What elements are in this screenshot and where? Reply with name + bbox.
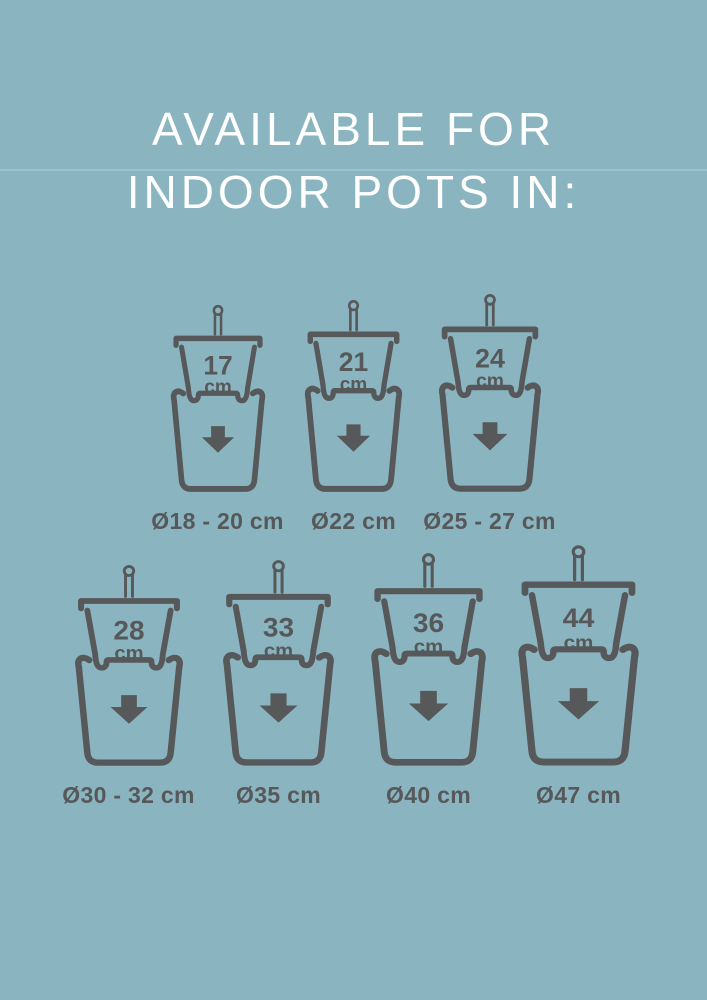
inner-pot-size-unit: cm [414, 637, 443, 659]
inner-pot-size-value: 28 [113, 615, 144, 645]
inner-pot-size-unit: cm [114, 643, 143, 665]
outer-pot-body [518, 643, 639, 766]
down-arrow-icon [557, 688, 600, 720]
inner-pot-body [83, 607, 174, 671]
outer-diameter-label: Ø35 cm [236, 782, 321, 808]
down-arrow-icon [336, 424, 371, 452]
inner-pot-body [232, 603, 325, 669]
self-watering-planter-icon: 28 cm [74, 565, 183, 766]
inner-pot-size-unit: cm [475, 370, 503, 392]
self-watering-planter-icon: 17 cm [170, 304, 265, 492]
inner-pot-size-unit: cm [204, 377, 231, 398]
pot-size-option: 36 cm Ø40 cm [354, 551, 504, 809]
pot-size-option: 44 cm Ø47 cm [504, 543, 654, 809]
inner-pot-size-value: 33 [263, 612, 294, 642]
page-title: AVAILABLE FOR INDOOR POTS IN: [0, 0, 707, 224]
outer-diameter-label: Ø18 - 20 cm [151, 508, 284, 534]
title-line-1: AVAILABLE FOR [151, 103, 556, 155]
inner-pot-rim [172, 335, 263, 348]
inner-pot-body [178, 344, 257, 404]
down-arrow-icon [408, 690, 449, 722]
pot-size-option: 17 cm Ø18 - 20 cm [150, 303, 286, 535]
pot-size-option: 28 cm Ø30 - 32 cm [54, 563, 204, 809]
outer-pot-body [438, 382, 541, 492]
inner-pot-size-value: 17 [203, 350, 232, 380]
water-level-gauge-icon [272, 560, 285, 594]
down-arrow-icon [110, 695, 147, 724]
inner-pot-rim [307, 331, 400, 345]
self-watering-planter-icon: 36 cm [371, 553, 486, 766]
inner-pot-body [528, 592, 629, 662]
inner-pot-body [447, 336, 532, 399]
inner-pot-body [313, 340, 394, 401]
outer-diameter-label: Ø47 cm [536, 782, 621, 808]
outer-diameter-label: Ø22 cm [311, 508, 396, 534]
inner-pot-size-unit: cm [340, 374, 368, 395]
water-level-gauge-icon [122, 565, 135, 598]
outer-pot-body [170, 388, 265, 492]
down-arrow-icon [259, 693, 298, 723]
inner-pot-rim [226, 593, 331, 608]
water-level-gauge-icon [212, 304, 223, 336]
down-arrow-icon [472, 422, 507, 451]
water-level-gauge-icon [483, 294, 496, 327]
pot-size-option: 21 cm Ø22 cm [286, 298, 422, 535]
down-arrow-icon [201, 426, 234, 453]
inner-pot-body [381, 598, 476, 665]
outer-diameter-label: Ø30 - 32 cm [62, 782, 195, 808]
outer-pot-body [74, 654, 183, 766]
outer-diameter-label: Ø40 cm [386, 782, 471, 808]
pot-row-2: 28 cm Ø30 - 32 cm 33 cm Ø35 cm [0, 543, 707, 809]
self-watering-planter-icon: 44 cm [518, 545, 639, 766]
pot-size-option: 33 cm Ø35 cm [204, 558, 354, 809]
inner-pot-rim [374, 588, 483, 603]
inner-pot-rim [521, 581, 636, 596]
inner-pot-size-value: 21 [339, 347, 369, 377]
outer-diameter-label: Ø25 - 27 cm [423, 508, 556, 534]
pot-row-1: 17 cm Ø18 - 20 cm 21 cm Ø22 cm [0, 292, 707, 535]
inner-pot-rim [77, 598, 180, 612]
water-level-gauge-icon [421, 553, 436, 588]
self-watering-planter-icon: 21 cm [304, 299, 403, 492]
inner-pot-size-value: 24 [475, 343, 505, 373]
title-line-2: INDOOR POTS IN: [126, 166, 581, 218]
inner-pot-size-unit: cm [264, 640, 293, 662]
inner-pot-size-value: 36 [413, 608, 444, 638]
inner-pot-size-value: 44 [563, 603, 595, 633]
water-level-gauge-icon [571, 545, 586, 582]
self-watering-planter-icon: 24 cm [438, 294, 541, 492]
self-watering-planter-icon: 33 cm [223, 560, 334, 766]
water-level-gauge-icon [347, 299, 360, 332]
pot-size-option: 24 cm Ø25 - 27 cm [422, 292, 558, 535]
inner-pot-rim [441, 326, 538, 340]
inner-pot-size-unit: cm [564, 632, 594, 653]
outer-pot-body [371, 648, 486, 766]
outer-pot-body [223, 652, 334, 766]
outer-pot-body [304, 385, 403, 492]
